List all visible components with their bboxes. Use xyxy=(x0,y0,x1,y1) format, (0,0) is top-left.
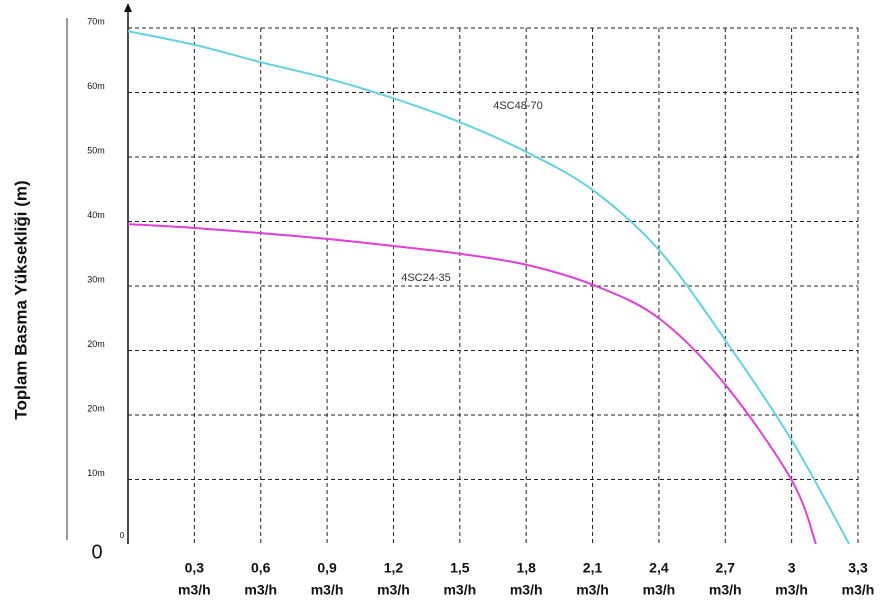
x-tick-label: 0,3 xyxy=(185,560,205,576)
series-line xyxy=(127,223,817,545)
y-tick-label: 20m xyxy=(87,403,105,413)
x-tick-label: 1,5 xyxy=(450,560,470,576)
x-tick-unit: m3/h xyxy=(510,582,543,598)
x-tick-unit: m3/h xyxy=(443,582,476,598)
x-tick-label: 0,9 xyxy=(317,560,337,576)
y-tick-label: 40m xyxy=(87,210,105,220)
x-tick-label: 1,8 xyxy=(516,560,536,576)
x-tick-unit: m3/h xyxy=(842,582,875,598)
y-tick-label: 20m xyxy=(87,339,105,349)
y-tick-label: 0 xyxy=(120,531,125,540)
series-label: 4SC48-70 xyxy=(493,100,543,112)
y-tick-label: 60m xyxy=(87,81,105,91)
x-tick-unit: m3/h xyxy=(178,582,211,598)
x-tick-unit: m3/h xyxy=(576,582,609,598)
x-tick-unit: m3/h xyxy=(244,582,277,598)
series-line xyxy=(127,30,851,545)
x-tick-unit: m3/h xyxy=(377,582,410,598)
x-tick-unit: m3/h xyxy=(709,582,742,598)
y-tick-label: 30m xyxy=(87,274,105,284)
y-tick-label: 10m xyxy=(87,468,105,478)
y-axis-label: Toplam Basma Yüksekliği (m) xyxy=(11,180,30,419)
x-tick-unit: m3/h xyxy=(775,582,808,598)
x-tick-label: 3,3 xyxy=(848,560,868,576)
y-axis-arrow xyxy=(124,3,132,12)
x-tick-unit: m3/h xyxy=(311,582,344,598)
x-tick-label: 2,1 xyxy=(583,560,603,576)
x-tick-label: 2,7 xyxy=(716,560,736,576)
y-tick-label: 50m xyxy=(87,145,105,155)
x-tick-label: 1,2 xyxy=(384,560,404,576)
y-tick-label: 70m xyxy=(87,16,105,26)
series-label: 4SC24-35 xyxy=(401,272,451,284)
x-tick-label: 0,6 xyxy=(251,560,271,576)
x-tick-label: 3 xyxy=(788,560,796,576)
x-tick-unit: m3/h xyxy=(643,582,676,598)
origin-label: 0 xyxy=(91,541,102,563)
x-tick-label: 2,4 xyxy=(649,560,669,576)
